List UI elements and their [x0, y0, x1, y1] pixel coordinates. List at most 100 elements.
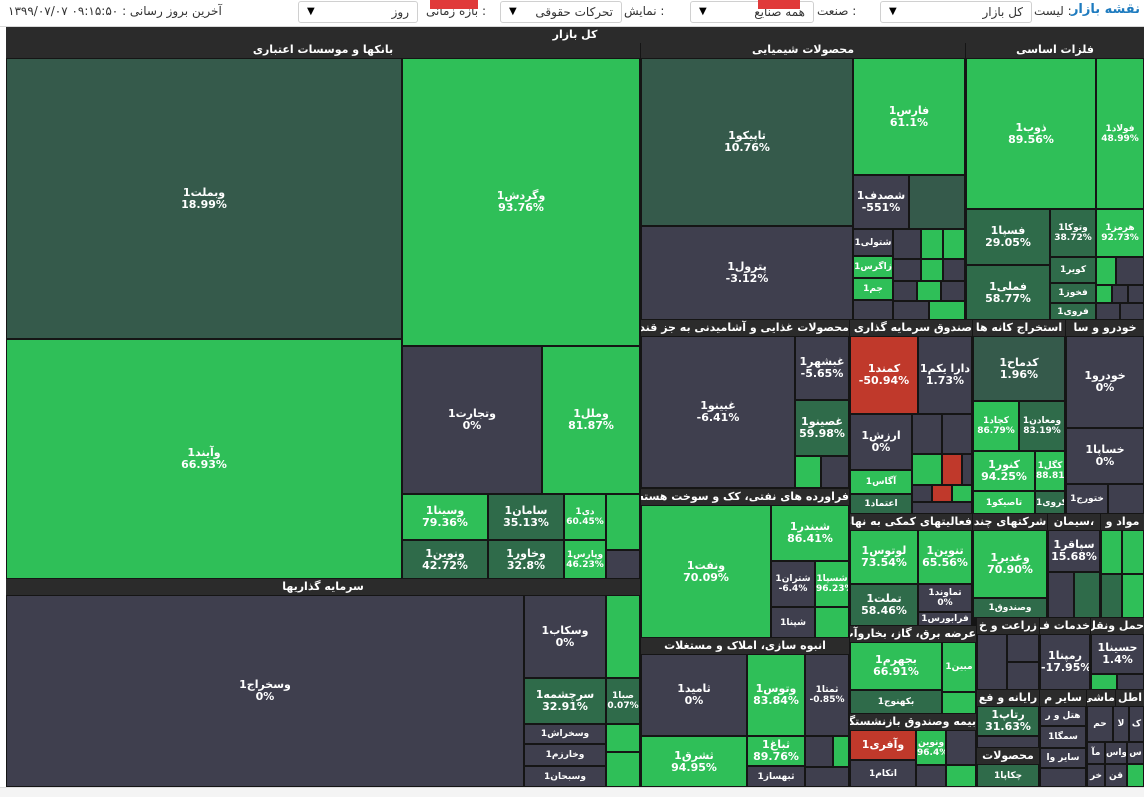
brand-title[interactable]: نقشه بازار	[1070, 2, 1140, 17]
stock-cell[interactable]: ثمتا1 -0.85%	[805, 654, 849, 736]
stock-cell-small[interactable]	[893, 229, 921, 259]
stock-cell[interactable]: ثباغ1 89.76%	[747, 736, 805, 766]
stock-cell[interactable]: وتجارت1 0%	[402, 346, 542, 494]
stock-cell[interactable]: سایر وا	[1040, 748, 1086, 768]
stock-cell-small[interactable]	[912, 502, 972, 514]
stock-cell-small[interactable]	[833, 736, 849, 767]
stock-cell-small[interactable]	[1048, 572, 1074, 618]
stock-cell[interactable]: وبملت1 18.99%	[6, 58, 402, 339]
stock-cell-small[interactable]	[921, 229, 943, 259]
stock-cell[interactable]: وخارزم1	[524, 744, 606, 766]
stock-cell[interactable]: زاگرس1	[853, 256, 893, 278]
stock-cell[interactable]: حم	[1087, 706, 1113, 742]
stock-cell[interactable]: فسپا1 29.05%	[966, 209, 1050, 265]
stock-cell[interactable]: شصدف1 -551%	[853, 175, 909, 229]
stock-cell[interactable]: دارا یکم1 1.73%	[918, 336, 972, 414]
stock-cell-small[interactable]	[943, 229, 965, 259]
stock-cell[interactable]: وآیند1 66.93%	[6, 339, 402, 579]
stock-cell[interactable]: لوتوس1 73.54%	[850, 530, 918, 584]
stock-cell[interactable]: غبشهر1 -5.65%	[795, 336, 849, 400]
stock-cell-small[interactable]	[606, 724, 640, 752]
stock-cell[interactable]: صبا1 0.07%	[606, 678, 640, 724]
stock-cell-small[interactable]	[1040, 768, 1086, 787]
stock-cell-small[interactable]	[942, 414, 972, 454]
stock-cell[interactable]: شتولی1	[853, 229, 893, 256]
stock-cell[interactable]: هتل و ر	[1040, 706, 1086, 726]
stock-cell[interactable]: ذوب1 89.56%	[966, 58, 1096, 209]
stock-cell-small[interactable]	[912, 454, 942, 485]
stock-cell[interactable]: جم1	[853, 278, 893, 300]
stock-cell-small[interactable]	[977, 736, 1039, 748]
stock-cell[interactable]: خساپا1 0%	[1066, 428, 1144, 484]
stock-cell-small[interactable]	[1120, 303, 1144, 320]
stock-cell[interactable]: س	[1127, 742, 1144, 764]
stock-cell-small[interactable]	[1096, 257, 1116, 285]
stock-cell[interactable]: بجهرم1 66.91%	[850, 642, 942, 690]
stock-cell-small[interactable]	[815, 607, 849, 638]
stock-cell[interactable]: شتران1 -6.4%	[771, 561, 815, 607]
stock-cell-small[interactable]	[921, 259, 943, 281]
stock-cell-small[interactable]	[805, 767, 849, 787]
stock-cell[interactable]: مبین1	[942, 642, 976, 692]
stock-cell[interactable]: وآفری1	[850, 730, 916, 760]
stock-cell-small[interactable]	[1096, 303, 1120, 320]
stock-cell-small[interactable]	[932, 485, 952, 502]
stock-cell-small[interactable]	[916, 765, 946, 787]
stock-cell-small[interactable]	[1007, 634, 1039, 662]
stock-cell[interactable]: آگاس1	[850, 470, 912, 494]
stock-cell[interactable]: پترول1 -3.12%	[641, 226, 853, 320]
stock-cell[interactable]: غبینو1 -6.41%	[641, 336, 795, 488]
stock-cell-small[interactable]	[917, 281, 941, 301]
stock-cell-small[interactable]	[942, 692, 976, 714]
stock-cell-small[interactable]	[943, 259, 965, 281]
stock-cell-small[interactable]	[952, 485, 972, 502]
stock-cell[interactable]: وملل1 81.87%	[542, 346, 640, 494]
stock-cell[interactable]: وخاور1 32.8%	[488, 540, 564, 579]
stock-cell-small[interactable]	[893, 301, 929, 320]
stock-cell[interactable]: کروی1	[1035, 491, 1065, 514]
stock-cell[interactable]: وسبحان1	[524, 766, 606, 787]
stock-cell-small[interactable]	[853, 300, 893, 320]
list-select[interactable]: کل بازار ▼	[880, 1, 1032, 23]
stock-cell-small[interactable]	[1128, 285, 1144, 303]
stock-cell[interactable]: وتوس1 83.84%	[747, 654, 805, 736]
stock-cell[interactable]: ثشرق1 94.95%	[641, 736, 747, 787]
stock-cell[interactable]: کویر1	[1050, 257, 1096, 283]
stock-cell-small[interactable]	[606, 752, 640, 787]
stock-cell[interactable]: وگردش1 93.76%	[402, 58, 640, 346]
stock-cell[interactable]: خودرو1 0%	[1066, 336, 1144, 428]
stock-cell-small[interactable]	[1127, 764, 1144, 787]
stock-cell[interactable]: رتاپ1 31.63%	[977, 706, 1039, 736]
stock-cell[interactable]: شپنا1	[771, 607, 815, 638]
stock-cell[interactable]: مآ	[1087, 742, 1105, 764]
stock-cell[interactable]: فروی1	[1050, 303, 1096, 320]
stock-cell[interactable]: اعتماد1	[850, 494, 912, 514]
stock-cell[interactable]: فملی1 58.77%	[966, 265, 1050, 320]
stock-cell[interactable]: فرابورس1	[918, 612, 972, 626]
stock-cell-small[interactable]	[1101, 530, 1122, 574]
stock-cell[interactable]: وسکاب1 0%	[524, 595, 606, 678]
stock-cell-small[interactable]	[909, 175, 965, 229]
stock-cell-small[interactable]	[606, 595, 640, 678]
stock-cell-small[interactable]	[912, 414, 942, 454]
stock-cell[interactable]: غصینو1 59.98%	[795, 400, 849, 456]
stock-cell[interactable]: وصندوق1	[973, 598, 1047, 618]
stock-cell[interactable]: کدماح1 1.96%	[973, 336, 1065, 401]
stock-cell[interactable]: چکاپا1	[977, 764, 1039, 787]
stock-cell-small[interactable]	[1112, 285, 1128, 303]
stock-cell-small[interactable]	[1096, 285, 1112, 303]
stock-cell[interactable]: تاصیکو1	[973, 491, 1035, 514]
stock-cell[interactable]: وتوکا1 38.72%	[1050, 209, 1096, 257]
stock-cell[interactable]: ونوین1 42.72%	[402, 540, 488, 579]
stock-cell[interactable]: هرمز1 92.73%	[1096, 209, 1144, 257]
stock-cell-small[interactable]	[1117, 674, 1144, 690]
stock-cell-small[interactable]	[606, 494, 640, 550]
stock-cell[interactable]: ونفت1 70.09%	[641, 505, 771, 638]
stock-cell[interactable]: تملت1 58.46%	[850, 584, 918, 626]
stock-cell[interactable]: خر	[1087, 764, 1105, 787]
stock-cell-small[interactable]	[962, 454, 972, 485]
stock-cell[interactable]: سپاقر1 15.68%	[1048, 530, 1100, 572]
stock-cell[interactable]: ک	[1129, 706, 1144, 742]
stock-cell[interactable]: کنور1 94.25%	[973, 451, 1035, 491]
